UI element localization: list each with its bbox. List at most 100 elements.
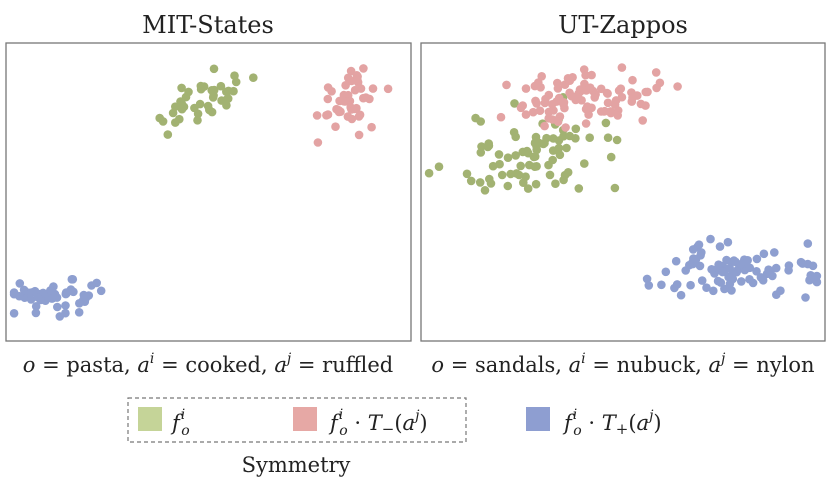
scatter-point-red (339, 97, 349, 106)
scatter-point-green (209, 64, 219, 74)
scatter-point-green (580, 159, 589, 168)
scatter-point-green (554, 143, 564, 153)
scatter-point-red (553, 117, 563, 126)
scatter-point-red (617, 63, 627, 72)
scatter-point-blue (729, 256, 739, 265)
scatter-point-red (568, 73, 577, 82)
scatter-point-blue (759, 249, 769, 259)
scatter-point-blue (772, 290, 781, 300)
scatter-point-green (184, 87, 193, 97)
scatter-point-red (673, 82, 682, 91)
scatter-point-red (367, 122, 376, 132)
scatter-point-red (532, 99, 541, 108)
scatter-point-green (494, 150, 504, 159)
scatter-point-green (179, 102, 189, 112)
scatter-point-blue (728, 268, 738, 278)
scatter-point-blue (53, 302, 62, 312)
scatter-point-green (530, 152, 540, 161)
scatter-point-blue (716, 278, 726, 287)
scatter-point-blue (688, 245, 698, 254)
scatter-point-red (361, 93, 371, 102)
scatter-point-green (555, 150, 565, 160)
scatter-point-blue (691, 254, 701, 264)
scatter-point-red (606, 108, 616, 118)
scatter-point-green (510, 99, 519, 108)
scatter-point-red (312, 111, 322, 120)
scatter-point-blue (722, 255, 731, 265)
scatter-point-green (531, 179, 541, 189)
scatter-point-blue (68, 275, 78, 284)
scatter-point-green (217, 96, 226, 105)
scatter-point-blue (19, 285, 29, 295)
scatter-point-red (383, 84, 393, 94)
scatter-point-blue (752, 254, 762, 264)
scatter-point-red (617, 92, 627, 102)
scatter-point-green (503, 153, 513, 162)
scatter-point-red (636, 99, 646, 109)
scatter-point-green (612, 135, 622, 145)
scatter-point-green (424, 168, 434, 178)
scatter-point-green (601, 118, 611, 128)
scatter-point-red (561, 123, 570, 132)
scatter-point-red (544, 114, 553, 123)
scatter-point-green (525, 160, 534, 170)
scatter-point-red (323, 94, 333, 104)
scatter-point-green (585, 133, 594, 142)
scatter-point-green (518, 147, 528, 157)
scatter-point-green (477, 142, 486, 151)
scatter-point-blue (62, 289, 71, 298)
chart-title-mit-states: MIT-States (142, 11, 274, 39)
scatter-point-green (462, 169, 472, 179)
scatter-point-green (207, 107, 217, 117)
scatter-point-red (638, 116, 647, 125)
scatter-point-red (521, 84, 531, 93)
scatter-point-blue (661, 267, 671, 277)
scatter-point-green (488, 161, 498, 171)
scatter-point-green (516, 161, 525, 171)
scatter-point-green (559, 132, 568, 141)
scatter-point-blue (808, 261, 818, 271)
scatter-point-red (581, 70, 590, 80)
scatter-point-red (331, 122, 340, 131)
scatter-point-red (313, 138, 323, 147)
scatter-point-blue (811, 272, 820, 281)
scatter-point-blue (770, 248, 779, 257)
scatter-point-red (628, 75, 637, 85)
scatter-point-red (544, 107, 554, 117)
legend-label-fo-t-minus: fi o · T−(aj) (328, 407, 428, 439)
scatter-point-green (249, 73, 258, 82)
scatter-point-blue (96, 286, 106, 296)
legend-symmetry-box (127, 397, 467, 443)
scatter-point-green (531, 132, 541, 142)
scatter-point-green (193, 116, 202, 125)
scatter-point-red (521, 110, 531, 119)
scatter-point-red (585, 83, 595, 92)
scatter-point-green (506, 169, 515, 179)
scatter-point-blue (61, 308, 70, 318)
scatter-point-green (610, 183, 620, 193)
scatter-point-blue (31, 302, 41, 311)
scatter-point-green (551, 179, 560, 188)
scatter-point-blue (723, 237, 733, 247)
scatter-point-red (502, 80, 511, 90)
scatter-point-blue (644, 281, 654, 290)
scatter-point-blue (33, 293, 43, 302)
scatter-point-blue (803, 239, 813, 248)
scatter-point-blue (92, 278, 101, 288)
scatter-point-red (587, 70, 596, 80)
legend-group-label: Symmetry (242, 453, 351, 477)
scatter-point-blue (709, 286, 718, 296)
scatter-point-green (560, 170, 570, 180)
scatter-point-red (327, 87, 336, 96)
legend-label-fo: fi o (170, 407, 190, 439)
scatter-point-blue (686, 280, 695, 290)
scatter-point-blue (26, 295, 36, 304)
scatter-point-green (519, 178, 528, 187)
caption-ut-zappos: o = sandals, ai = nubuck, aj = nylon (431, 351, 814, 377)
scatter-point-green (514, 170, 524, 180)
scatter-point-blue (798, 259, 807, 268)
scatter-point-red (559, 98, 569, 107)
scatter-point-red (534, 78, 543, 87)
scatter-point-red (518, 101, 527, 110)
